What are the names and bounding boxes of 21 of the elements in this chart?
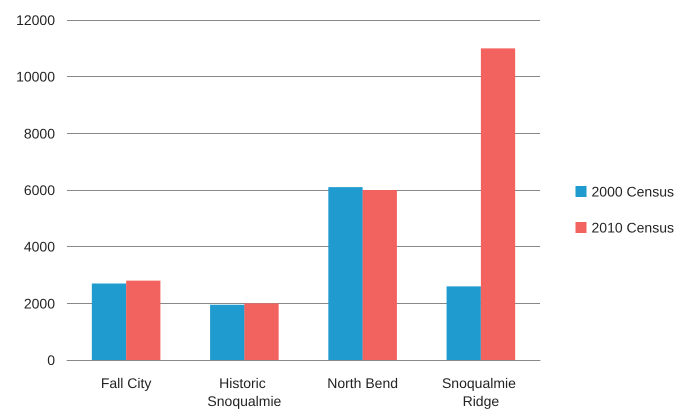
x-tick-label: Historic Snoqualmie	[207, 375, 282, 409]
y-tick-label: 0	[47, 352, 56, 368]
y-tick-label: 12000	[16, 12, 56, 28]
bar	[362, 190, 397, 360]
x-tick-label: North Bend	[327, 375, 398, 391]
y-tick-label: 8000	[24, 125, 56, 142]
legend-label: 2010 Census	[591, 220, 674, 236]
bar	[480, 48, 516, 360]
bar	[126, 280, 160, 360]
bar	[244, 303, 279, 360]
bar	[92, 284, 126, 360]
bar	[210, 304, 244, 360]
bar	[328, 187, 363, 360]
y-tick-label: 4000	[24, 238, 56, 255]
y-tick-label: 6000	[24, 182, 56, 198]
y-tick-label: 2000	[24, 295, 56, 312]
x-tick-label: Fall City	[100, 375, 152, 391]
legend-label: 2000 Census	[591, 184, 674, 200]
bar	[446, 286, 481, 360]
y-tick-label: 10000	[16, 68, 56, 85]
x-tick-label: Snoqualmie Ridge	[442, 375, 520, 409]
